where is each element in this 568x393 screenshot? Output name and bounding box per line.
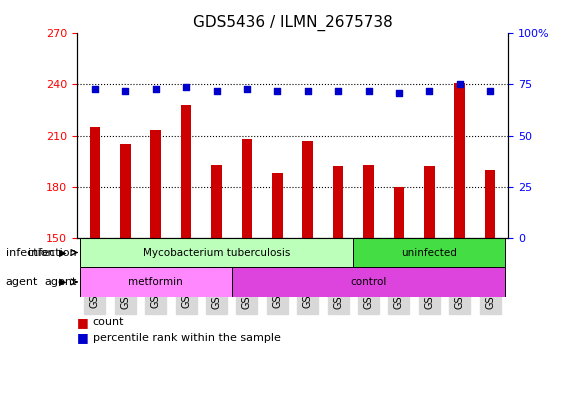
Text: infection: infection (6, 248, 55, 257)
Text: ■: ■ (77, 331, 89, 345)
Text: agent: agent (6, 277, 38, 287)
Point (425, 88, 434, 94)
Bar (353, 238, 506, 267)
Point (303, 88, 312, 94)
Bar (363, 165, 374, 238)
Point (182, 83, 191, 90)
Text: count: count (93, 317, 124, 327)
Bar (120, 144, 131, 238)
Point (394, 90, 403, 96)
Point (151, 85, 160, 92)
Bar (90, 127, 100, 238)
Point (273, 88, 282, 94)
Bar (241, 139, 252, 238)
Bar (80, 238, 353, 267)
Point (486, 88, 495, 94)
Bar (424, 166, 435, 238)
Text: Mycobacterium tuberculosis: Mycobacterium tuberculosis (143, 248, 290, 257)
Text: percentile rank within the sample: percentile rank within the sample (93, 333, 281, 343)
Bar (333, 166, 344, 238)
Text: uninfected: uninfected (402, 248, 457, 257)
Bar (485, 170, 495, 238)
Bar (211, 165, 222, 238)
Point (121, 88, 130, 94)
Point (243, 85, 252, 92)
Bar (394, 187, 404, 238)
Point (455, 81, 464, 88)
Bar (302, 141, 313, 238)
Point (364, 88, 373, 94)
Text: infection: infection (28, 248, 77, 257)
Point (333, 88, 343, 94)
Bar (151, 130, 161, 238)
Bar (272, 173, 283, 238)
Text: ▶: ▶ (59, 277, 66, 287)
Text: control: control (350, 277, 387, 287)
Bar (181, 105, 191, 238)
Bar (80, 267, 232, 297)
Text: ■: ■ (77, 316, 89, 329)
Text: ▶: ▶ (59, 248, 66, 257)
Title: GDS5436 / ILMN_2675738: GDS5436 / ILMN_2675738 (193, 15, 392, 31)
Text: metformin: metformin (128, 277, 183, 287)
Bar (232, 267, 506, 297)
Point (212, 88, 221, 94)
Text: agent: agent (44, 277, 77, 287)
Point (90, 85, 99, 92)
Bar (454, 83, 465, 238)
